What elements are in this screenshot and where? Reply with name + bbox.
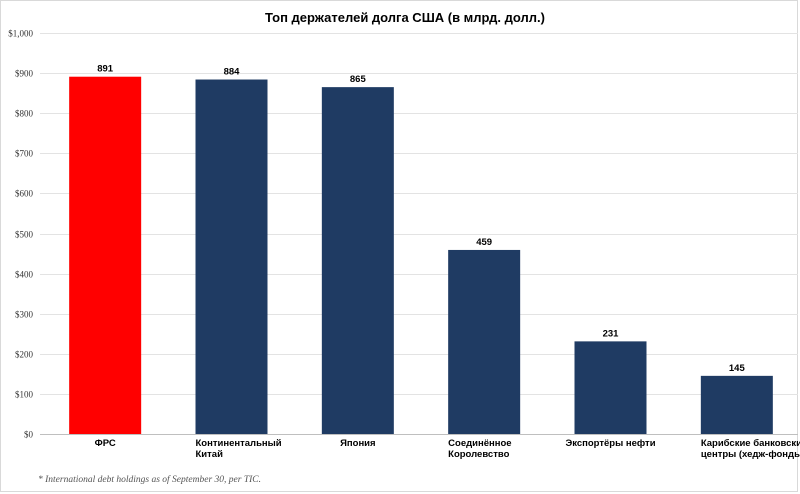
bar: [448, 249, 521, 434]
bar: [321, 87, 394, 434]
y-tick-label: $600: [15, 189, 34, 199]
value-label: 891: [97, 64, 114, 75]
value-label: 459: [476, 237, 492, 248]
y-axis-ticks: $0 $100 $200 $300 $400 $500 $600 $700 $800 $900 $1…: [8, 29, 33, 440]
category-label: Китай: [196, 449, 224, 460]
value-label: 865: [350, 74, 367, 85]
gridlines: [40, 33, 798, 395]
y-tick-label: $0: [24, 430, 34, 440]
bar: [700, 375, 773, 434]
y-tick-label: $400: [15, 270, 34, 280]
category-label: Королевство: [448, 449, 509, 460]
value-label: 231: [603, 328, 620, 339]
category-label: ФРС: [95, 438, 116, 449]
bar: [195, 79, 268, 435]
category-label: Континентальный: [196, 438, 282, 449]
value-label: 145: [729, 363, 746, 374]
chart-title: Топ держателей долга США (в млрд. долл.): [265, 10, 545, 25]
category-label: Экспортёры нефти: [565, 438, 655, 449]
category-label: Япония: [340, 438, 376, 449]
y-tick-label: $500: [15, 230, 34, 240]
category-label: центры (хедж-фонды): [701, 449, 800, 460]
y-tick-label: $1,000: [8, 29, 33, 39]
y-tick-label: $100: [15, 390, 34, 400]
bar: [574, 341, 647, 434]
y-tick-label: $700: [15, 149, 34, 159]
value-label: 884: [224, 67, 241, 78]
category-label: Соединённое: [448, 438, 511, 449]
footnote: * International debt holdings as of Sept…: [38, 474, 261, 485]
bar: [69, 76, 142, 435]
category-label: Карибские банковские: [701, 438, 800, 449]
value-labels: 891 884 865 459 231 145: [97, 64, 745, 374]
y-tick-label: $800: [15, 109, 34, 119]
y-tick-label: $300: [15, 310, 34, 320]
bars: [69, 76, 773, 435]
y-tick-label: $900: [15, 69, 34, 79]
y-tick-label: $200: [15, 350, 34, 360]
